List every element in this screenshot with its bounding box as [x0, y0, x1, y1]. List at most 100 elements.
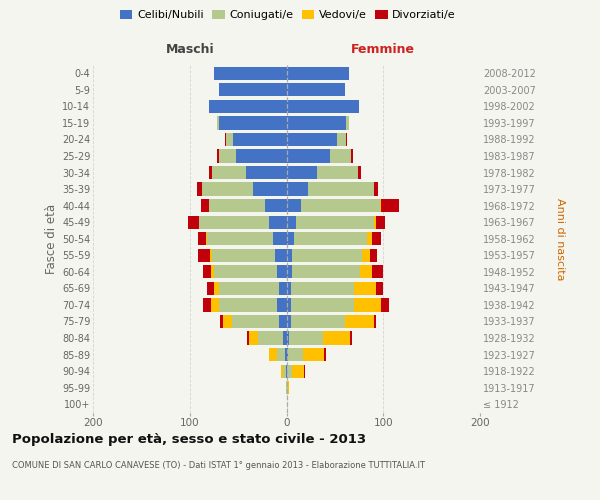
Bar — [283, 364, 287, 378]
Bar — [287, 150, 352, 162]
Bar — [247, 332, 287, 344]
Bar — [210, 248, 287, 262]
Bar — [286, 381, 287, 394]
Bar — [219, 83, 287, 96]
Bar — [209, 100, 287, 113]
Bar — [212, 166, 287, 179]
Bar — [287, 100, 359, 113]
Bar — [233, 133, 287, 146]
Bar — [287, 182, 308, 196]
Bar — [199, 248, 287, 262]
Bar — [287, 248, 370, 262]
Bar — [277, 348, 287, 361]
Bar — [287, 265, 360, 278]
Bar — [219, 282, 287, 295]
Bar — [287, 282, 292, 295]
Bar — [287, 150, 352, 162]
Bar — [219, 83, 287, 96]
Bar — [287, 66, 349, 80]
Bar — [217, 116, 287, 130]
Bar — [287, 282, 354, 295]
Bar — [259, 332, 287, 344]
Bar — [287, 116, 346, 130]
Bar — [287, 182, 374, 196]
Bar — [188, 216, 287, 229]
Bar — [287, 100, 359, 113]
Bar — [224, 133, 287, 146]
Bar — [287, 248, 377, 262]
Bar — [246, 166, 287, 179]
Bar — [286, 381, 287, 394]
Bar — [209, 100, 287, 113]
Text: Popolazione per età, sesso e stato civile - 2013: Popolazione per età, sesso e stato civil… — [12, 432, 366, 446]
Bar — [207, 282, 287, 295]
Bar — [279, 315, 287, 328]
Bar — [287, 315, 344, 328]
Bar — [287, 248, 362, 262]
Bar — [287, 298, 389, 312]
Bar — [214, 66, 287, 80]
Bar — [287, 83, 344, 96]
Bar — [220, 315, 287, 328]
Bar — [287, 66, 349, 80]
Bar — [209, 166, 287, 179]
Bar — [277, 298, 287, 312]
Bar — [287, 166, 358, 179]
Bar — [287, 265, 383, 278]
Bar — [202, 199, 287, 212]
Legend: Celibi/Nubili, Coniugati/e, Vedovi/e, Divorziati/e: Celibi/Nubili, Coniugati/e, Vedovi/e, Di… — [116, 6, 460, 25]
Bar — [287, 216, 374, 229]
Bar — [287, 150, 353, 162]
Bar — [287, 298, 292, 312]
Bar — [287, 116, 349, 130]
Bar — [287, 133, 346, 146]
Bar — [287, 232, 367, 245]
Bar — [275, 248, 287, 262]
Bar — [287, 166, 358, 179]
Bar — [287, 232, 371, 245]
Bar — [279, 282, 287, 295]
Bar — [287, 381, 289, 394]
Bar — [249, 332, 287, 344]
Bar — [287, 265, 292, 278]
Bar — [197, 182, 287, 196]
Bar — [287, 116, 349, 130]
Bar — [287, 348, 326, 361]
Bar — [219, 150, 287, 162]
Bar — [214, 66, 287, 80]
Bar — [287, 66, 349, 80]
Bar — [287, 133, 347, 146]
Bar — [287, 332, 289, 344]
Bar — [287, 100, 359, 113]
Bar — [287, 298, 382, 312]
Bar — [202, 182, 287, 196]
Bar — [287, 66, 349, 80]
Bar — [277, 265, 287, 278]
Bar — [287, 133, 337, 146]
Bar — [217, 150, 287, 162]
Bar — [232, 315, 287, 328]
Bar — [203, 298, 287, 312]
Bar — [207, 232, 287, 245]
Bar — [287, 199, 301, 212]
Bar — [287, 150, 330, 162]
Y-axis label: Fasce di età: Fasce di età — [44, 204, 58, 274]
Bar — [219, 83, 287, 96]
Text: Femmine: Femmine — [351, 44, 415, 57]
Bar — [287, 116, 349, 130]
Bar — [217, 116, 287, 130]
Bar — [287, 83, 344, 96]
Bar — [203, 265, 287, 278]
Bar — [287, 364, 304, 378]
Bar — [287, 232, 294, 245]
Bar — [212, 166, 287, 179]
Bar — [287, 166, 361, 179]
Bar — [287, 315, 376, 328]
Text: COMUNE DI SAN CARLO CANAVESE (TO) - Dati ISTAT 1° gennaio 2013 - Elaborazione TU: COMUNE DI SAN CARLO CANAVESE (TO) - Dati… — [12, 461, 425, 470]
Bar — [287, 216, 385, 229]
Bar — [287, 182, 379, 196]
Bar — [287, 332, 350, 344]
Bar — [265, 199, 287, 212]
Bar — [287, 133, 346, 146]
Bar — [287, 216, 296, 229]
